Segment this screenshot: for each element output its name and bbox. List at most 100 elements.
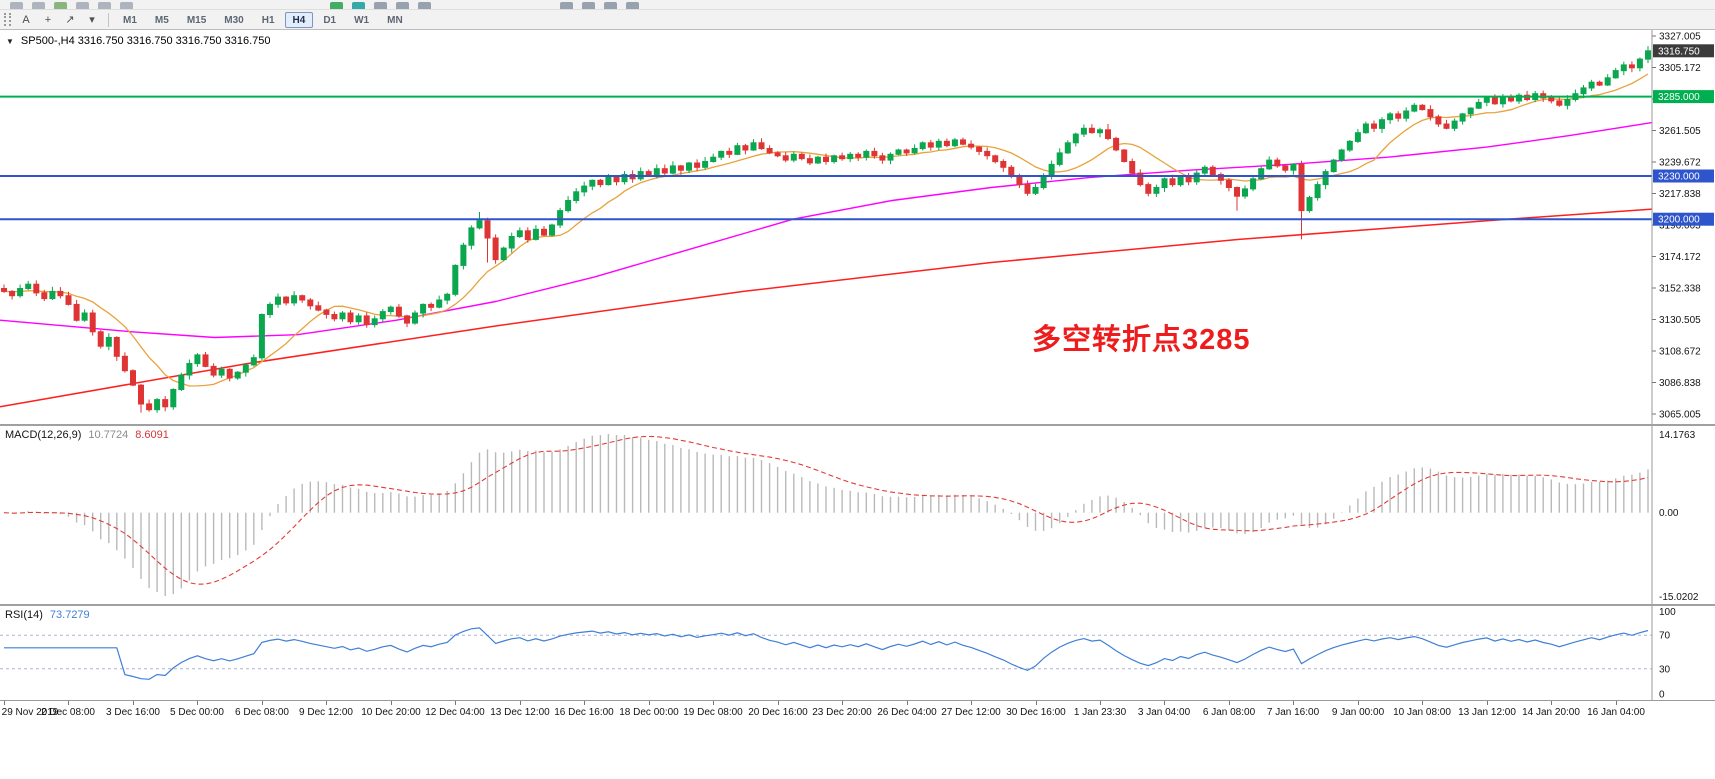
toolbar-icon-partial[interactable]	[560, 2, 573, 9]
timeframe-H1-button[interactable]: H1	[261, 14, 275, 26]
time-label: 1 Jan 23:30	[1073, 707, 1127, 718]
ma-mid-line	[0, 121, 1653, 339]
time-tick	[1100, 701, 1101, 705]
toolbar-drag-handle[interactable]	[4, 13, 11, 26]
toolbar-icon-partial[interactable]	[604, 2, 617, 9]
candlestick-chart[interactable]: 3327.0053305.1723283.3383261.5053239.672…	[0, 30, 1715, 424]
svg-text:70: 70	[1659, 631, 1671, 642]
macd-signal-value: 8.6091	[135, 429, 169, 441]
time-tick	[649, 701, 650, 705]
toolbar-icon-partial[interactable]	[626, 2, 639, 9]
crosshair-tool-button[interactable]: +	[44, 13, 52, 26]
toolbar-icon-partial[interactable]	[32, 2, 45, 9]
time-tick	[778, 701, 779, 705]
more-tools-dropdown-button[interactable]: ▾	[89, 14, 95, 26]
rsi-indicator-panel[interactable]: 100 70 30 0 RSI(14) 73.7279	[0, 606, 1715, 700]
svg-text:3217.838: 3217.838	[1659, 189, 1701, 200]
macd-histogram	[11, 434, 1649, 596]
time-tick	[584, 701, 585, 705]
macd-axis-labels[interactable]: 14.1763 0.00 -15.0202	[1659, 430, 1699, 603]
toolbar-main-row: A + ↗ ▾ M1 M5 M15 M30 H1 H4 D1 W1 MN	[0, 10, 1715, 29]
svg-text:3152.338: 3152.338	[1659, 284, 1701, 295]
panel-splitter[interactable]	[0, 604, 1715, 606]
time-tick	[520, 701, 521, 705]
time-label: 2 Dec 08:00	[41, 707, 95, 718]
rsi-axis-labels[interactable]: 100 70 30 0	[1659, 607, 1676, 700]
timeframe-M1-button[interactable]: M1	[123, 14, 137, 26]
macd-name: MACD(12,26,9)	[5, 429, 82, 441]
time-tick	[907, 701, 908, 705]
chart-marker-icon: ▼	[6, 36, 14, 46]
time-tick	[1036, 701, 1037, 705]
time-tick	[133, 701, 134, 705]
time-label: 30 Dec 16:00	[1006, 707, 1066, 718]
toolbar: A + ↗ ▾ M1 M5 M15 M30 H1 H4 D1 W1 MN	[0, 0, 1715, 30]
time-label: 10 Jan 08:00	[1393, 707, 1451, 718]
time-tick	[1358, 701, 1359, 705]
toolbar-icon-partial[interactable]	[418, 2, 431, 9]
timeframe-MN-button[interactable]: MN	[387, 14, 403, 26]
toolbar-icon-partial[interactable]	[98, 2, 111, 9]
time-tick	[1164, 701, 1165, 705]
toolbar-icon-partial[interactable]	[352, 2, 365, 9]
svg-text:3174.172: 3174.172	[1659, 252, 1701, 263]
toolbar-icon-partial[interactable]	[10, 2, 23, 9]
toolbar-icon-partial[interactable]	[54, 2, 67, 9]
timeframe-M15-button[interactable]: M15	[186, 14, 207, 26]
time-tick	[455, 701, 456, 705]
toolbar-icon-partial[interactable]	[582, 2, 595, 9]
symbol-ohlc-line: ▼ SP500-,H4 3316.750 3316.750 3316.750 3…	[6, 35, 270, 47]
time-label: 26 Dec 04:00	[877, 707, 937, 718]
macd-chart[interactable]: 14.1763 0.00 -15.0202	[0, 426, 1715, 604]
price-axis-labels[interactable]: 3327.0053305.1723283.3383261.5053239.672…	[1652, 32, 1701, 421]
rsi-name: RSI(14)	[5, 609, 43, 621]
draw-tool-button[interactable]: ↗	[65, 14, 75, 26]
timeframe-D1-button[interactable]: D1	[323, 14, 337, 26]
timeframe-M5-button[interactable]: M5	[154, 14, 169, 26]
macd-label: MACD(12,26,9) 10.7724 8.6091	[5, 429, 169, 441]
toolbar-icon-partial[interactable]	[374, 2, 387, 9]
panel-splitter[interactable]	[0, 424, 1715, 426]
toolbar-icon-partial[interactable]	[120, 2, 133, 9]
toolbar-icon-partial[interactable]	[330, 2, 343, 9]
time-axis[interactable]: 29 Nov 2019 2 Dec 08:00 3 Dec 16:00 5 Dec 0…	[0, 700, 1715, 722]
svg-text:3065.005: 3065.005	[1659, 410, 1701, 421]
symbol-ohlc-text: SP500-,H4 3316.750 3316.750 3316.750 331…	[20, 35, 271, 47]
timeframe-W1-button[interactable]: W1	[354, 14, 370, 26]
macd-indicator-panel[interactable]: 14.1763 0.00 -15.0202 MACD(12,26,9) 10.772…	[0, 426, 1715, 604]
timeframe-H4-button[interactable]: H4	[284, 11, 314, 28]
macd-signal-line	[3, 435, 1649, 585]
time-tick	[4, 701, 5, 705]
time-tick	[1422, 701, 1423, 705]
tool-buttons-group: A + ↗ ▾	[15, 11, 103, 28]
text-label-tool-button[interactable]: A	[22, 13, 30, 26]
toolbar-icon-partial[interactable]	[76, 2, 89, 9]
rsi-label: RSI(14) 73.7279	[5, 609, 90, 621]
svg-text:14.1763: 14.1763	[1659, 430, 1696, 441]
svg-text:3108.672: 3108.672	[1659, 347, 1701, 358]
price-chart-panel[interactable]: 3327.0053305.1723283.3383261.5053239.672…	[0, 30, 1715, 424]
time-label: 9 Jan 00:00	[1331, 707, 1385, 718]
time-label: 13 Jan 12:00	[1458, 707, 1516, 718]
timeframe-M30-button[interactable]: M30	[224, 14, 244, 26]
chart-annotation-text[interactable]: 多空转折点3285	[1032, 324, 1251, 356]
svg-text:30: 30	[1659, 664, 1671, 675]
time-tick	[1551, 701, 1552, 705]
timeframe-buttons-group: M1 M5 M15 M30 H1 H4 D1 W1 MN	[114, 11, 412, 28]
time-label: 19 Dec 08:00	[683, 707, 743, 718]
rsi-chart[interactable]: 100 70 30 0	[0, 606, 1715, 700]
time-label: 27 Dec 12:00	[941, 707, 1001, 718]
time-tick	[713, 701, 714, 705]
time-label: 10 Dec 20:00	[361, 707, 421, 718]
time-label: 29 Nov 2019	[1, 707, 59, 718]
time-label: 6 Dec 08:00	[235, 707, 289, 718]
time-tick	[1487, 701, 1488, 705]
time-label: 7 Jan 16:00	[1266, 707, 1320, 718]
time-tick	[391, 701, 392, 705]
price-tag: 3230.000	[1653, 169, 1714, 183]
bottom-blank-area	[0, 722, 1715, 779]
toolbar-icon-partial[interactable]	[396, 2, 409, 9]
time-tick	[326, 701, 327, 705]
time-label: 13 Dec 12:00	[490, 707, 550, 718]
